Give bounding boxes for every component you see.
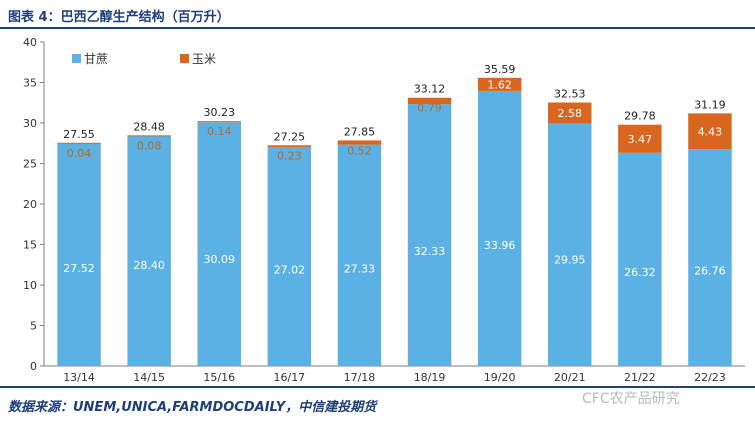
bar-cane xyxy=(197,122,241,367)
y-tick-label: 25 xyxy=(23,158,37,171)
ethanol-production-chart: 0 5 10 15 20 25 30 35 40 27.52 0.04 27.55 13/14 28.40… xyxy=(23,36,745,384)
bar-cane xyxy=(618,152,662,366)
total-value-label: 27.85 xyxy=(344,125,376,138)
bar-cane xyxy=(407,104,452,366)
legend-swatch-cane xyxy=(72,54,81,63)
cane-value-label: 27.02 xyxy=(274,264,306,277)
corn-value-label: 4.43 xyxy=(698,125,723,138)
cane-value-label: 30.09 xyxy=(204,253,236,266)
x-tick-label: 13/14 xyxy=(63,371,95,384)
bar-corn xyxy=(407,97,452,105)
total-value-label: 29.78 xyxy=(624,110,656,123)
bar-corn xyxy=(688,113,732,150)
bar-corn xyxy=(548,102,592,124)
corn-value-label: 1.62 xyxy=(487,78,512,91)
y-tick-label: 10 xyxy=(23,279,37,292)
legend-label-corn: 玉米 xyxy=(192,52,216,66)
total-value-label: 27.55 xyxy=(63,128,95,141)
cane-value-label: 28.40 xyxy=(133,259,165,272)
bar-cane xyxy=(477,90,522,366)
y-tick-label: 35 xyxy=(23,77,37,90)
bar-cane xyxy=(57,143,101,366)
corn-value-label: 0.14 xyxy=(207,125,232,138)
corn-value-label: 0.23 xyxy=(277,149,302,162)
cane-value-label: 32.33 xyxy=(414,245,446,258)
source-note: 数据来源：UNEM,UNICA,FARMDOCDAILY，中信建投期货 xyxy=(8,400,377,415)
x-tick-label: 15/16 xyxy=(203,371,235,384)
bar-cane xyxy=(267,147,312,366)
cane-value-label: 26.76 xyxy=(694,265,726,278)
bar-cane xyxy=(548,123,592,366)
total-value-label: 30.23 xyxy=(204,106,236,119)
x-tick-label: 16/17 xyxy=(273,371,305,384)
bar-corn xyxy=(267,145,312,148)
bar-corn xyxy=(618,124,662,153)
total-value-label: 28.48 xyxy=(133,120,165,133)
corn-value-label: 0.79 xyxy=(417,102,442,115)
cane-value-label: 33.96 xyxy=(484,239,516,252)
x-tick-label: 19/20 xyxy=(484,371,516,384)
bar-cane xyxy=(688,149,732,366)
y-tick-label: 0 xyxy=(30,360,37,373)
corn-value-label: 2.58 xyxy=(558,107,583,120)
footer-divider xyxy=(0,386,755,388)
bar-corn xyxy=(57,142,101,144)
cane-value-label: 29.95 xyxy=(554,253,586,266)
x-tick-label: 20/21 xyxy=(554,371,586,384)
total-value-label: 27.25 xyxy=(274,130,306,143)
watermark-text: CFC农产品研究 xyxy=(582,391,680,407)
legend-label-cane: 甘蔗 xyxy=(84,52,108,66)
total-value-label: 31.19 xyxy=(694,98,726,111)
y-tick-label: 5 xyxy=(30,320,37,333)
bar-corn xyxy=(197,121,241,123)
x-tick-label: 14/15 xyxy=(133,371,165,384)
legend-swatch-corn xyxy=(180,54,189,63)
bar-corn xyxy=(477,77,522,91)
x-tick-label: 21/22 xyxy=(624,371,656,384)
corn-value-label: 0.08 xyxy=(137,139,162,152)
bar-corn xyxy=(127,135,171,137)
x-tick-label: 17/18 xyxy=(344,371,376,384)
y-tick-label: 40 xyxy=(23,36,37,49)
y-tick-label: 30 xyxy=(23,117,37,130)
x-tick-label: 22/23 xyxy=(694,371,726,384)
total-value-label: 35.59 xyxy=(484,63,516,76)
cane-value-label: 27.33 xyxy=(344,263,376,276)
total-value-label: 33.12 xyxy=(414,83,446,96)
corn-value-label: 0.52 xyxy=(347,144,372,157)
bar-corn xyxy=(337,140,382,145)
y-tick-label: 20 xyxy=(23,198,37,211)
title-divider xyxy=(0,27,755,29)
cane-value-label: 26.32 xyxy=(624,266,656,279)
cane-value-label: 27.52 xyxy=(63,262,95,275)
page-title: 图表 4：巴西乙醇生产结构（百万升） xyxy=(8,10,230,25)
corn-value-label: 3.47 xyxy=(628,133,653,146)
total-value-label: 32.53 xyxy=(554,88,586,101)
bar-cane xyxy=(127,135,171,366)
bar-cane xyxy=(337,144,382,366)
corn-value-label: 0.04 xyxy=(67,147,92,160)
x-tick-label: 18/19 xyxy=(414,371,446,384)
y-tick-label: 15 xyxy=(23,239,37,252)
